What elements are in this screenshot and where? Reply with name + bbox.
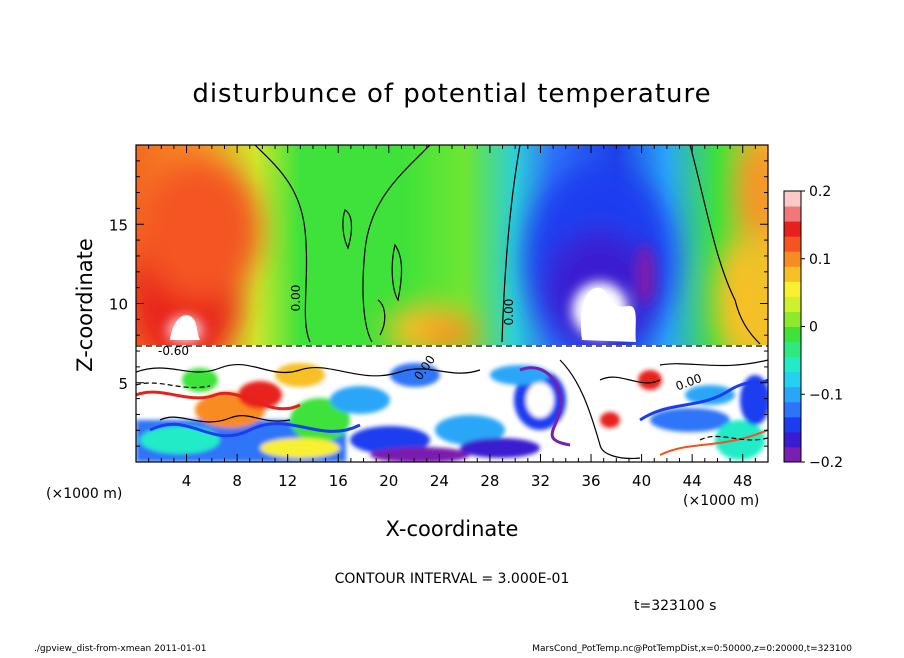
colorbar-tick-label: −0.1 xyxy=(809,387,843,403)
x-tick-label: 20 xyxy=(379,472,398,490)
colorbar-swatch xyxy=(784,356,801,373)
colorbar-swatch xyxy=(784,221,801,237)
colorbar-swatch xyxy=(784,266,801,282)
colorbar-tick-label: 0 xyxy=(809,320,818,336)
time-label: t=323100 s xyxy=(634,598,716,614)
y-tick-label: 5 xyxy=(118,375,128,393)
y-tick-label: 15 xyxy=(109,216,128,234)
contour-label: -0.60 xyxy=(158,344,189,358)
x-tick-label: 8 xyxy=(232,472,242,490)
colorbar-swatch xyxy=(784,236,801,252)
contour-lines xyxy=(136,145,768,460)
y-axis-label: Z-coordinate xyxy=(73,238,97,372)
colorbar-tick-label: 0.2 xyxy=(809,184,831,200)
x-tick-label: 16 xyxy=(329,472,348,490)
colorbar-swatch xyxy=(784,416,801,433)
colorbar-swatch xyxy=(784,251,801,267)
colorbar-swatch xyxy=(784,386,801,403)
colorbar-tick-label: −0.2 xyxy=(809,455,843,471)
field-upper xyxy=(136,145,768,345)
colorbar-swatch xyxy=(784,446,801,463)
x-tick-label: 48 xyxy=(733,472,752,490)
x-tick-label: 24 xyxy=(430,472,449,490)
field-lower xyxy=(136,345,768,462)
colorbar-swatch xyxy=(784,431,801,448)
contour-interval: CONTOUR INTERVAL = 3.000E-01 xyxy=(335,571,570,587)
x-tick-label: 36 xyxy=(581,472,600,490)
contour-label: 0.00 xyxy=(289,285,303,312)
footer-left: ./gpview_dist-from-xmean 2011-01-01 xyxy=(34,644,206,654)
contour-label: 0.00 xyxy=(502,299,516,326)
x-tick-label: 12 xyxy=(278,472,297,490)
colorbar-swatch xyxy=(784,281,801,297)
x-tick-label: 40 xyxy=(632,472,651,490)
colorbar-swatch xyxy=(784,191,801,207)
footer-right: MarsCond_PotTemp.nc@PotTempDist,x=0:5000… xyxy=(532,644,852,654)
colorbar-swatch xyxy=(784,311,801,327)
chart-title: disturbunce of potential temperature xyxy=(192,79,711,109)
x-tick-label: 4 xyxy=(182,472,192,490)
y-tick-label: 10 xyxy=(109,296,128,314)
colorbar-swatch xyxy=(784,341,801,358)
colorbar-tick-label: 0.1 xyxy=(809,252,831,268)
colorbar-swatch xyxy=(784,296,801,312)
colorbar-swatch xyxy=(784,326,801,343)
x-tick-label: 32 xyxy=(531,472,550,490)
x-tick-label: 44 xyxy=(683,472,702,490)
y-unit-label: (×1000 m) xyxy=(46,486,122,502)
x-axis-label: X-coordinate xyxy=(386,517,519,541)
colorbar: 0.2 0.1 0 −0.1 −0.2 xyxy=(783,184,843,471)
colorbar-swatch xyxy=(784,371,801,388)
x-unit-label: (×1000 m) xyxy=(683,493,759,509)
x-tick-label: 28 xyxy=(480,472,499,490)
colorbar-swatch xyxy=(784,206,801,222)
colorbar-swatch xyxy=(784,401,801,418)
